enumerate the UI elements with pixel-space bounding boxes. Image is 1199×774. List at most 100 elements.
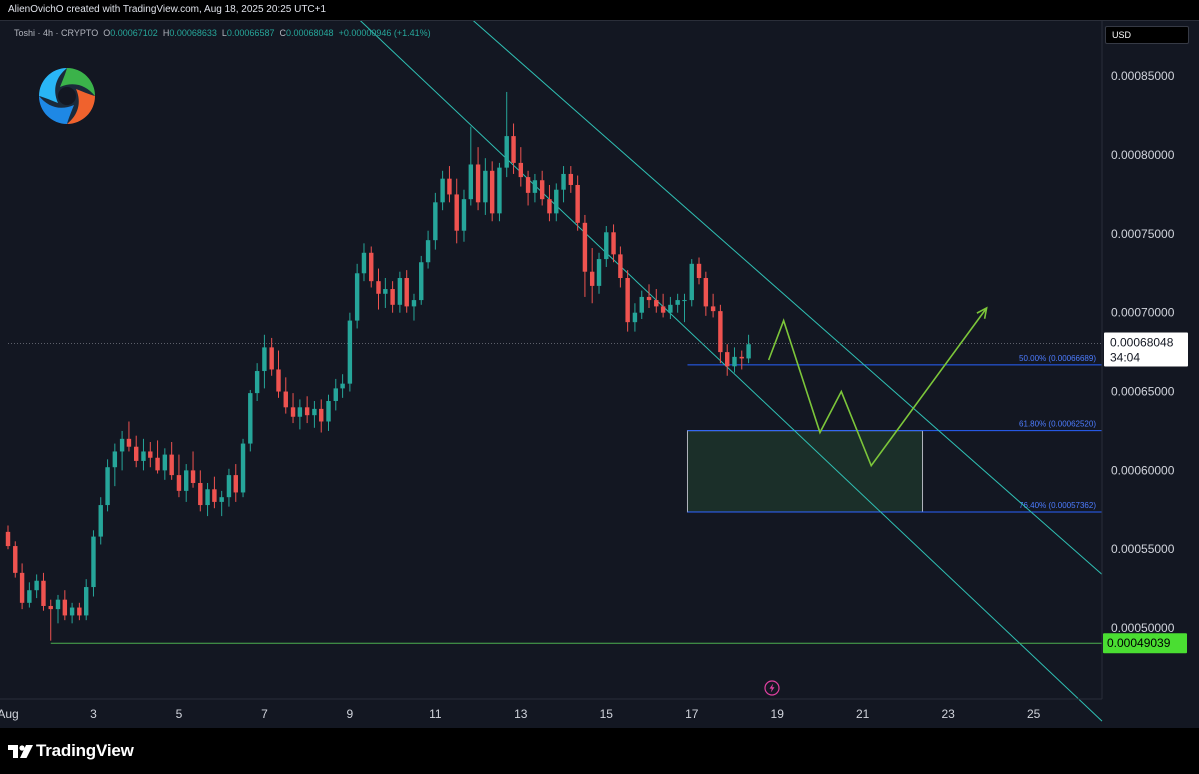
candle[interactable] [532, 173, 538, 203]
candle[interactable] [483, 158, 488, 215]
candle[interactable] [212, 476, 217, 509]
candle[interactable] [190, 451, 196, 488]
candle[interactable] [568, 166, 574, 193]
candle[interactable] [611, 224, 616, 263]
candle[interactable] [354, 263, 360, 329]
candle[interactable] [660, 293, 666, 318]
candle[interactable] [290, 393, 296, 424]
candle[interactable] [126, 421, 132, 452]
candle[interactable] [625, 270, 630, 332]
candle[interactable] [27, 582, 32, 608]
candle[interactable] [340, 374, 345, 398]
candle[interactable] [489, 161, 495, 222]
candle[interactable] [262, 334, 267, 389]
candle[interactable] [48, 599, 53, 641]
candle[interactable] [105, 459, 110, 512]
lightning-icon[interactable] [764, 680, 780, 696]
candle[interactable] [198, 470, 203, 512]
currency-button[interactable]: USD [1105, 26, 1189, 44]
candle[interactable] [141, 438, 146, 471]
candle[interactable] [639, 290, 644, 320]
candle[interactable] [183, 464, 189, 502]
candle[interactable] [539, 170, 545, 206]
candle[interactable] [226, 468, 232, 507]
candle[interactable] [13, 541, 18, 578]
candle[interactable] [461, 189, 467, 242]
candle[interactable] [618, 246, 623, 288]
candle[interactable] [589, 248, 595, 304]
candle[interactable] [575, 175, 580, 231]
candle[interactable] [554, 183, 559, 222]
candle[interactable] [34, 574, 39, 599]
candle[interactable] [397, 271, 403, 313]
candle[interactable] [632, 303, 638, 332]
candle[interactable] [77, 602, 82, 621]
candle[interactable] [376, 268, 381, 310]
target-zone[interactable] [686, 430, 924, 513]
candle[interactable] [718, 304, 723, 364]
candle[interactable] [333, 378, 338, 411]
candle[interactable] [675, 293, 680, 313]
candle[interactable] [732, 347, 737, 373]
candle[interactable] [219, 490, 224, 517]
candle[interactable] [468, 126, 474, 206]
candle[interactable] [169, 441, 174, 480]
candle[interactable] [454, 178, 459, 244]
candle[interactable] [69, 602, 75, 624]
candle[interactable] [162, 448, 168, 480]
candle[interactable] [361, 243, 367, 282]
candle[interactable] [411, 293, 417, 321]
candle[interactable] [112, 443, 118, 487]
candle[interactable] [518, 147, 524, 187]
candle[interactable] [119, 430, 125, 471]
candle[interactable] [646, 284, 652, 308]
candle[interactable] [319, 399, 324, 433]
candle[interactable] [703, 271, 709, 316]
candle[interactable] [254, 363, 260, 401]
candle[interactable] [326, 394, 331, 431]
candle[interactable] [383, 278, 388, 308]
candle[interactable] [419, 255, 424, 305]
candle[interactable] [5, 525, 11, 550]
candle[interactable] [504, 91, 509, 178]
candle[interactable] [304, 396, 310, 424]
candle[interactable] [155, 440, 160, 474]
candle[interactable] [41, 572, 46, 611]
candle[interactable] [176, 454, 182, 498]
candle[interactable] [83, 579, 89, 621]
candle[interactable] [240, 438, 246, 498]
candle[interactable] [739, 350, 744, 370]
candle[interactable] [596, 252, 602, 294]
channel-upper-line[interactable] [286, 21, 1103, 575]
candle[interactable] [682, 293, 687, 323]
candle[interactable] [276, 350, 281, 398]
candle[interactable] [148, 441, 153, 468]
candle[interactable] [312, 400, 317, 428]
candle[interactable] [283, 377, 288, 414]
candle[interactable] [547, 184, 552, 222]
candle[interactable] [475, 147, 481, 211]
candle[interactable] [746, 334, 751, 364]
candle[interactable] [604, 225, 609, 267]
candle[interactable] [269, 337, 274, 376]
candle[interactable] [710, 293, 716, 318]
candle[interactable] [19, 563, 25, 610]
candle[interactable] [696, 257, 702, 285]
projection-path[interactable] [767, 307, 988, 468]
candle[interactable] [297, 399, 303, 430]
channel-lower-line[interactable] [277, 21, 1103, 722]
candle[interactable] [668, 296, 673, 320]
candle[interactable] [511, 123, 516, 174]
candle[interactable] [347, 312, 353, 392]
candle[interactable] [133, 435, 139, 468]
candle[interactable] [654, 289, 659, 313]
candle[interactable] [205, 482, 210, 517]
candle[interactable] [248, 389, 253, 452]
candle[interactable] [582, 214, 588, 297]
candle[interactable] [98, 497, 103, 545]
candle[interactable] [561, 166, 566, 203]
candle[interactable] [689, 259, 694, 307]
candle[interactable] [404, 270, 409, 313]
candle[interactable] [62, 590, 68, 621]
candle[interactable] [433, 192, 438, 250]
